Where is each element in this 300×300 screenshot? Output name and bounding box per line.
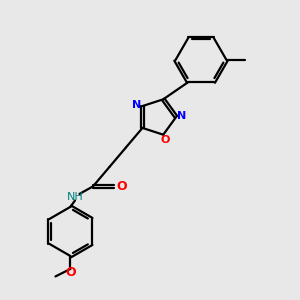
Text: N: N <box>132 100 142 110</box>
Text: O: O <box>65 266 76 279</box>
Text: N: N <box>177 110 186 121</box>
Text: NH: NH <box>67 192 83 202</box>
Text: O: O <box>160 135 170 145</box>
Text: O: O <box>116 180 127 193</box>
